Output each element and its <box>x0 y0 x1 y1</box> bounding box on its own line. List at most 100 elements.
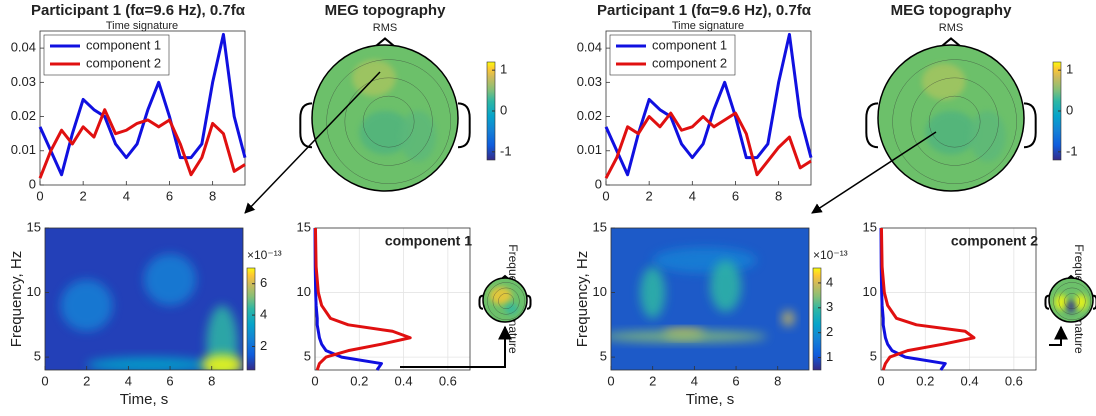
head <box>1048 277 1094 323</box>
y-tick-label: 0.03 <box>577 74 602 89</box>
colorbar-tick-label: -1 <box>500 143 512 158</box>
legend-label: component 1 <box>652 37 727 52</box>
heatmap <box>45 228 243 370</box>
profile-line <box>313 227 412 371</box>
heatmap-blob <box>201 354 243 370</box>
chart-title: Participant 1 (fα=9.6 Hz), 0.7fα <box>597 2 812 19</box>
y-tick-label: 0.02 <box>577 108 602 123</box>
x-tick-label: 0 <box>311 373 318 388</box>
colorbar-tick-label: 1 <box>500 62 507 77</box>
heatmap-blob <box>144 253 197 306</box>
head-ear <box>299 102 313 149</box>
profile-line <box>313 227 383 371</box>
x-tick-label: 0.6 <box>439 373 457 388</box>
y-tick-label: 0.02 <box>11 108 36 123</box>
y-axis-label: Frequency, Hz <box>574 251 591 347</box>
x-tick-label: 4 <box>691 373 698 388</box>
topo-blob <box>1054 294 1068 310</box>
contour <box>1053 282 1092 321</box>
y-tick-label: 0 <box>29 176 36 191</box>
legend-box <box>609 34 736 76</box>
x-tick-label: 8 <box>208 373 215 388</box>
contour <box>928 95 981 148</box>
annotation: component 2 <box>951 233 1038 249</box>
y-tick-label: 0.01 <box>11 142 36 157</box>
legend-label: component 2 <box>652 55 727 70</box>
subtitle: Time signature <box>672 20 744 32</box>
colorbar-tick-label: 2 <box>826 324 833 339</box>
y-tick-label: 0 <box>595 176 602 191</box>
head-nose <box>375 37 395 47</box>
x-tick-label: 0 <box>877 373 884 388</box>
axes-box <box>880 227 1037 371</box>
x-tick-label: 2 <box>649 373 656 388</box>
topo-blob <box>921 63 966 100</box>
legend-box <box>43 34 170 76</box>
series-line <box>38 108 246 179</box>
y-tick-label: 0.01 <box>577 142 602 157</box>
chart-title: Participant 1 (fα=9.6 Hz), 0.7fα <box>31 2 246 19</box>
y-tick-label: 10 <box>297 284 311 299</box>
heatmap-blob <box>781 310 795 327</box>
colorbar-tick-label: 0 <box>500 102 507 117</box>
chart-title: MEG topography <box>891 2 1012 19</box>
x-axis-label: Time, s <box>686 391 735 408</box>
axes-box <box>610 227 810 371</box>
head-nose <box>941 37 961 47</box>
axes-box <box>314 227 471 371</box>
y-tick-label: 5 <box>870 349 877 364</box>
x-tick-label: 0 <box>41 373 48 388</box>
colorbar-scale: ×10⁻¹³ <box>247 248 282 262</box>
x-tick-label: 2 <box>646 188 653 203</box>
profile-line <box>879 227 947 371</box>
x-tick-label: 2 <box>83 373 90 388</box>
heatmap-blob <box>60 279 113 332</box>
annotation: component 1 <box>385 233 472 249</box>
heatmap-blob <box>611 330 768 343</box>
y-tick-label: 5 <box>304 349 311 364</box>
colorbar-scale: ×10⁻¹³ <box>813 248 848 262</box>
head-ear <box>457 102 471 149</box>
y-tick-label: 15 <box>593 219 607 234</box>
y-tick-label: 0.04 <box>11 40 36 55</box>
y-tick-label: 0.04 <box>577 40 602 55</box>
topo-blob <box>359 110 411 155</box>
y-tick-label: 5 <box>600 349 607 364</box>
arrow <box>400 325 512 368</box>
colorbar-tick-label: 4 <box>260 307 267 322</box>
heatmap <box>611 228 809 370</box>
y-tick-label: 10 <box>27 284 41 299</box>
x-tick-label: 0 <box>602 188 609 203</box>
head-ear <box>526 294 532 310</box>
heatmap-blob <box>86 357 212 370</box>
x-tick-label: 0.6 <box>1005 373 1023 388</box>
head-ear <box>478 294 484 310</box>
colorbar-tick-label: 2 <box>260 338 267 353</box>
topo-blob <box>399 110 437 162</box>
topo-blob <box>925 110 977 155</box>
y-tick-label: 10 <box>593 284 607 299</box>
colorbar-tick-label: 1 <box>826 349 833 364</box>
x-tick-label: 0 <box>36 188 43 203</box>
axes-box <box>605 30 812 186</box>
arrow <box>244 71 381 214</box>
head-ear <box>1023 102 1037 149</box>
colorbar-tick-label: 1 <box>1066 62 1073 77</box>
x-tick-label: 4 <box>123 188 130 203</box>
x-tick-label: 4 <box>125 373 132 388</box>
x-tick-label: 0.2 <box>916 373 934 388</box>
legend-label: component 1 <box>86 37 161 52</box>
head-ear <box>1092 294 1096 310</box>
y-tick-label: 0.03 <box>11 74 36 89</box>
colorbar <box>812 267 822 371</box>
x-tick-label: 8 <box>774 373 781 388</box>
contour <box>498 293 515 310</box>
x-axis-label: Time, s <box>120 391 169 408</box>
y-tick-label: 15 <box>863 219 877 234</box>
x-tick-label: 0.2 <box>350 373 368 388</box>
x-tick-label: 4 <box>689 188 696 203</box>
colorbar-tick-label: 0 <box>1066 102 1073 117</box>
colorbar-tick-label: 4 <box>826 274 833 289</box>
x-tick-label: 8 <box>209 188 216 203</box>
